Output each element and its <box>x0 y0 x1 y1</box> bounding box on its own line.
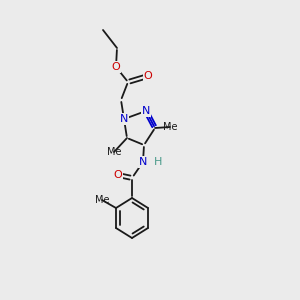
Text: N: N <box>139 157 147 167</box>
Text: O: O <box>144 71 152 81</box>
Text: Me: Me <box>107 147 121 157</box>
Text: N: N <box>142 106 150 116</box>
Text: O: O <box>114 170 122 180</box>
Text: O: O <box>112 62 120 72</box>
Text: Me: Me <box>95 195 109 205</box>
Text: Me: Me <box>163 122 177 132</box>
Text: N: N <box>120 114 128 124</box>
Text: H: H <box>154 157 162 167</box>
